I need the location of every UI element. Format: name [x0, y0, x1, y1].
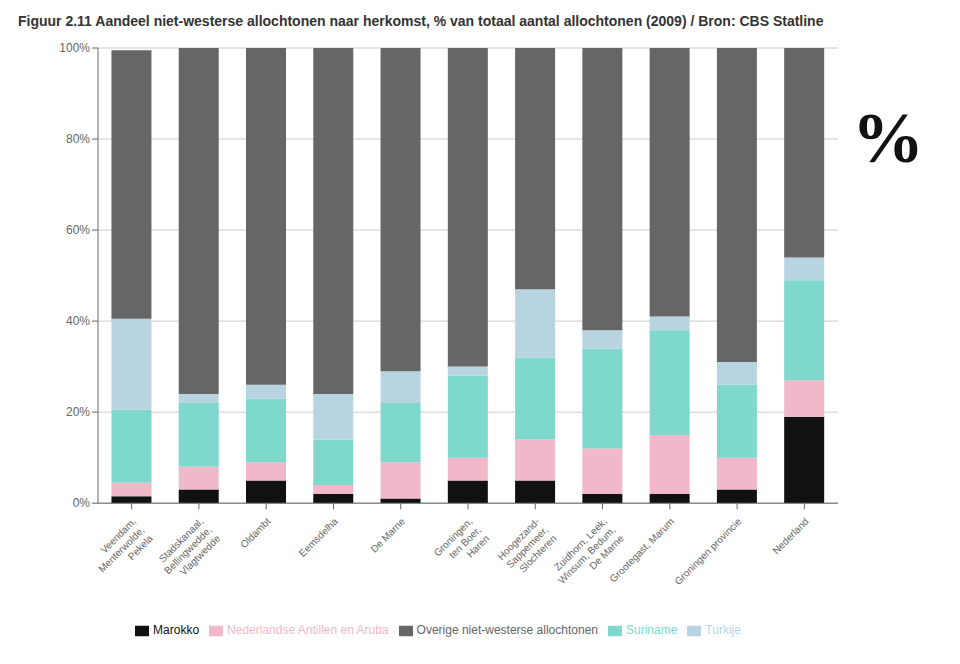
svg-text:Grootegast, Marum: Grootegast, Marum [607, 516, 676, 585]
svg-text:Groningen,ten Boer,Haren: Groningen,ten Boer,Haren [432, 516, 492, 576]
svg-text:40%: 40% [66, 314, 90, 328]
svg-text:Nederland: Nederland [770, 516, 810, 556]
svg-text:Groningen provincie: Groningen provincie [672, 515, 743, 586]
svg-text:80%: 80% [66, 132, 90, 146]
svg-text:Oldambt: Oldambt [238, 516, 273, 551]
svg-text:0%: 0% [73, 496, 91, 510]
svg-text:De Marne: De Marne [368, 515, 407, 554]
svg-text:20%: 20% [66, 405, 90, 419]
svg-text:Hoogezand-Sappemeer,Slochteren: Hoogezand-Sappemeer,Slochteren [495, 516, 558, 579]
svg-text:Veendam,Menterwolde,Pekela: Veendam,Menterwolde,Pekela [88, 515, 156, 583]
svg-text:60%: 60% [66, 223, 90, 237]
svg-text:100%: 100% [59, 41, 90, 55]
svg-text:Stadskanaal,Bellingwedde,Vlagt: Stadskanaal,Bellingwedde,Vlagtwedde [153, 515, 222, 584]
svg-text:Eemsdelha: Eemsdelha [297, 515, 340, 558]
